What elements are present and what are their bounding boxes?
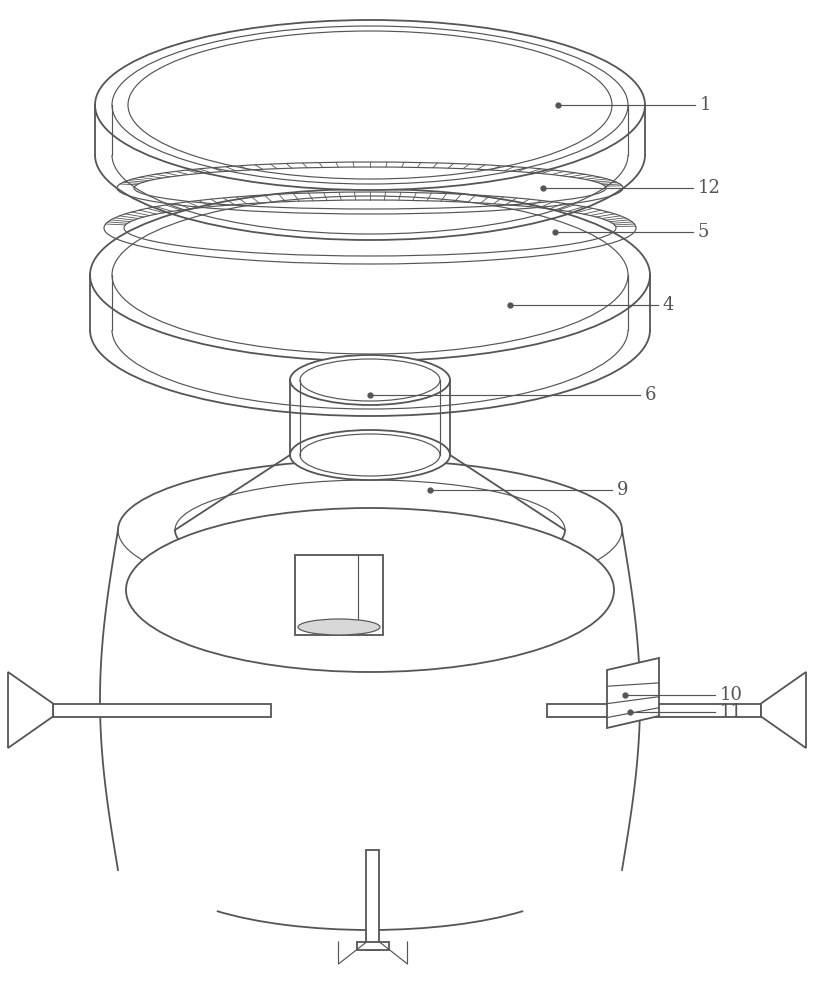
Text: 4: 4 xyxy=(663,296,674,314)
FancyBboxPatch shape xyxy=(295,555,383,635)
FancyBboxPatch shape xyxy=(547,704,761,716)
Ellipse shape xyxy=(90,189,650,361)
Ellipse shape xyxy=(126,508,614,672)
Text: 6: 6 xyxy=(645,386,657,404)
FancyBboxPatch shape xyxy=(366,850,379,950)
Ellipse shape xyxy=(95,20,645,190)
Polygon shape xyxy=(100,460,640,930)
FancyBboxPatch shape xyxy=(357,942,389,950)
Ellipse shape xyxy=(298,619,380,635)
Text: 10: 10 xyxy=(720,686,743,704)
Ellipse shape xyxy=(290,355,450,405)
Text: 9: 9 xyxy=(617,481,629,499)
Text: 12: 12 xyxy=(698,179,721,197)
Polygon shape xyxy=(607,658,659,728)
FancyBboxPatch shape xyxy=(53,704,271,716)
Text: 5: 5 xyxy=(698,223,709,241)
Polygon shape xyxy=(8,672,53,748)
Polygon shape xyxy=(761,672,806,748)
Ellipse shape xyxy=(290,430,450,480)
Text: 1: 1 xyxy=(700,96,712,114)
Text: 11: 11 xyxy=(720,703,743,721)
